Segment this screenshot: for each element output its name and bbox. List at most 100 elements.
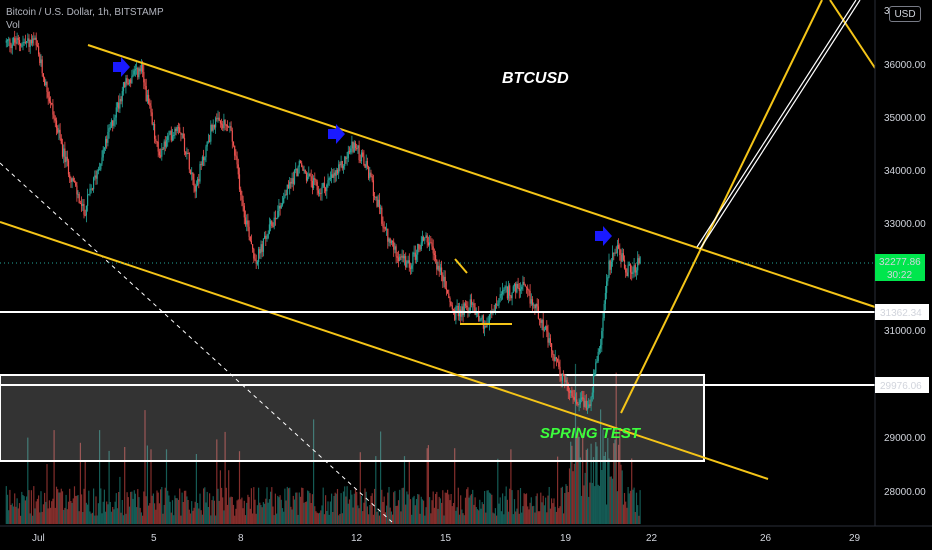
volume-indicator-label[interactable]: Vol — [6, 20, 20, 31]
volume-bar — [315, 511, 317, 524]
upper-channel-line[interactable] — [87, 44, 876, 308]
volume-bar — [352, 507, 354, 524]
candle-body — [289, 181, 291, 189]
volume-bar — [366, 506, 368, 524]
volume-bar — [191, 501, 193, 524]
volume-bar — [596, 446, 598, 524]
volume-bar — [517, 490, 519, 524]
volume-bar — [485, 512, 487, 524]
volume-bar — [58, 492, 60, 524]
candle-body — [87, 194, 89, 206]
candle-body — [285, 194, 287, 196]
projection-white-2[interactable] — [699, 0, 861, 250]
candle-body — [588, 404, 590, 409]
candle-body — [572, 396, 574, 398]
candle-body — [177, 127, 180, 129]
candle-body — [61, 143, 64, 157]
candle-body — [430, 242, 432, 244]
candle-body — [246, 220, 248, 225]
projection-line-a[interactable] — [620, 0, 823, 414]
volume-bar — [479, 499, 481, 524]
candle-body — [509, 285, 511, 296]
candle-body — [131, 76, 133, 83]
candle-body — [41, 59, 43, 74]
candle-body — [415, 254, 418, 260]
volume-bar — [234, 515, 236, 524]
volume-bar — [393, 492, 395, 524]
candle-body — [267, 233, 269, 238]
volume-bar — [620, 464, 622, 524]
candle-body — [542, 319, 544, 331]
time-axis[interactable]: Jul 5 8 12 15 19 22 26 29 — [0, 525, 932, 550]
volume-bar — [185, 490, 187, 524]
level-value-lower: 29976.06 — [880, 381, 922, 392]
volume-bar — [381, 489, 383, 524]
time-tick-label: 22 — [646, 533, 658, 544]
candle-body — [102, 149, 104, 158]
candle-body — [429, 242, 431, 246]
candle-body — [213, 125, 215, 128]
volume-bar — [18, 503, 21, 524]
volume-bar — [326, 511, 328, 524]
volume-bar — [638, 515, 640, 524]
symbol-title[interactable]: Bitcoin / U.S. Dollar, 1h, BITSTAMP — [6, 7, 164, 18]
candle-body — [442, 275, 444, 282]
volume-bar — [502, 493, 504, 524]
short-trendline[interactable] — [454, 258, 468, 274]
volume-bar — [433, 507, 435, 524]
volume-bar — [122, 515, 125, 524]
candle-body — [154, 124, 156, 139]
candle-body — [222, 124, 224, 129]
candle-body — [231, 130, 233, 142]
currency-button[interactable]: USD — [889, 6, 921, 22]
time-tick-label: 19 — [560, 533, 572, 544]
price-axis[interactable]: 37 36000.00 35000.00 34000.00 33000.00 3… — [874, 0, 932, 526]
candle-body — [472, 303, 474, 305]
volume-bar — [377, 510, 379, 524]
volume-bar — [192, 510, 194, 524]
candle-body — [311, 181, 313, 188]
candle-body — [238, 174, 241, 190]
projection-white-1[interactable] — [696, 0, 857, 248]
candle-body — [444, 276, 446, 289]
volume-bar — [358, 508, 360, 524]
volume-bar — [229, 497, 231, 524]
candle-body — [76, 185, 78, 195]
volume-bar — [524, 494, 526, 524]
volume-bar — [435, 494, 437, 524]
candle-body — [260, 244, 262, 254]
volume-bar — [518, 513, 520, 524]
candle-body — [262, 238, 264, 252]
projection-line-b[interactable] — [829, 0, 876, 69]
candle-body — [441, 267, 443, 276]
volume-bar — [541, 502, 543, 524]
volume-bar — [429, 497, 431, 524]
volume-bar — [371, 493, 373, 524]
volume-bar — [95, 496, 97, 524]
candle-body — [540, 320, 542, 323]
volume-bar — [232, 504, 235, 524]
candle-body — [244, 217, 247, 225]
volume-bar — [310, 503, 312, 524]
volume-bar — [496, 515, 498, 524]
support-box[interactable] — [0, 374, 705, 462]
candle-body — [295, 168, 297, 171]
drawings-back — [0, 374, 705, 462]
volume-bar — [145, 496, 147, 524]
lower-channel-line[interactable] — [0, 221, 769, 480]
volume-bar — [598, 485, 600, 524]
candle-body — [290, 181, 292, 184]
dashed-trendline[interactable] — [0, 162, 393, 523]
volume-bar — [82, 512, 84, 524]
candle-body — [122, 82, 125, 92]
candle-body — [132, 74, 134, 77]
candle-body — [633, 265, 635, 272]
volume-bar — [212, 496, 214, 524]
candle-body — [546, 326, 548, 332]
candles — [5, 30, 641, 414]
volume-bar — [413, 495, 415, 524]
candle-body — [584, 400, 586, 407]
volume-bar — [347, 503, 349, 524]
volume-bar — [149, 503, 151, 524]
